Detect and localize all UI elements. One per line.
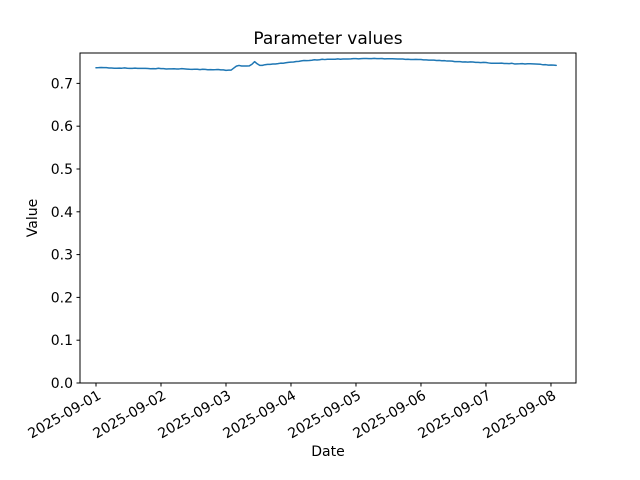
x-tick-label: 2025-09-01 xyxy=(26,388,104,443)
y-tick-label: 0.3 xyxy=(51,248,73,264)
x-tick-label: 2025-09-06 xyxy=(351,388,430,443)
y-tick-label: 0.6 xyxy=(51,119,73,135)
x-tick-label: 2025-09-08 xyxy=(481,388,559,443)
y-tick-label: 0.2 xyxy=(51,290,73,306)
y-axis-label: Value xyxy=(25,198,41,238)
x-tick-label: 2025-09-05 xyxy=(286,388,364,443)
x-tick-label: 2025-09-07 xyxy=(416,388,494,443)
axes-spines xyxy=(79,52,577,384)
y-tick-label: 0.0 xyxy=(51,376,73,392)
x-tick-label: 2025-09-02 xyxy=(91,388,169,443)
chart-title: Parameter values xyxy=(253,29,403,49)
y-tick-label: 0.1 xyxy=(51,333,73,349)
x-tick-label: 2025-09-04 xyxy=(221,388,300,443)
x-tick-label: 2025-09-03 xyxy=(156,388,234,443)
y-tick-label: 0.4 xyxy=(51,205,73,221)
x-axis-label: Date xyxy=(311,444,345,460)
y-tick-label: 0.5 xyxy=(51,162,73,178)
y-tick-label: 0.7 xyxy=(51,76,73,92)
series-line-parameter xyxy=(95,57,557,72)
